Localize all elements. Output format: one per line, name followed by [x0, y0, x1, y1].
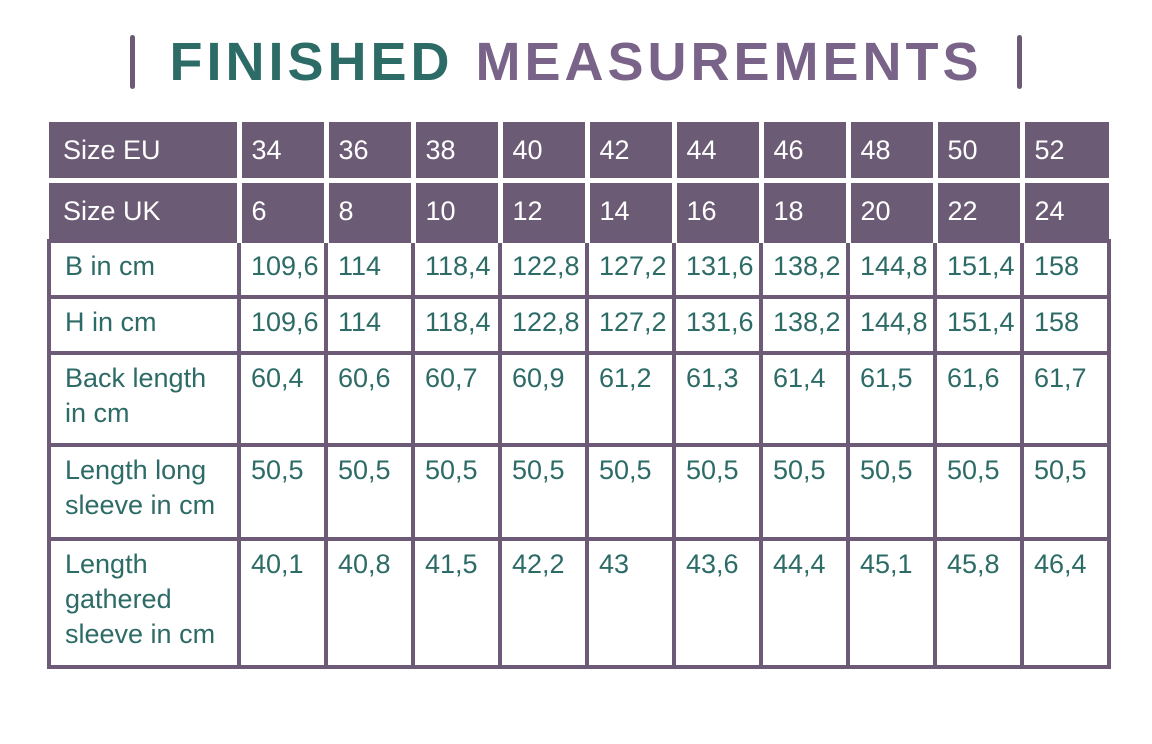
row-label-cell: Length long sleeve in cm — [47, 443, 241, 541]
value-cell: 43 — [585, 537, 676, 669]
header-row: Size UK 6 8 10 12 14 16 18 20 22 24 — [49, 180, 1109, 241]
row-label-cell: H in cm — [47, 295, 241, 355]
value-cell: 127,2 — [585, 239, 676, 299]
header-value-cell: 42 — [587, 122, 677, 183]
title-right-bar-decoration — [1016, 35, 1022, 89]
value-cell: 122,8 — [498, 295, 589, 355]
header-label-cell: Size EU — [49, 122, 242, 183]
value-cell: 50,5 — [1020, 443, 1111, 541]
value-cell: 60,7 — [411, 351, 502, 447]
value-cell: 138,2 — [759, 239, 850, 299]
header-value-cell: 40 — [500, 122, 590, 183]
header-value-cell: 6 — [239, 180, 329, 241]
value-cell: 122,8 — [498, 239, 589, 299]
title-word-measurements: MEASUREMENTS — [475, 32, 983, 92]
header-row: Size EU 34 36 38 40 42 44 46 48 50 52 — [49, 122, 1109, 183]
value-cell: 138,2 — [759, 295, 850, 355]
page-title: FINISHED MEASUREMENTS — [0, 30, 1152, 94]
value-cell: 50,5 — [498, 443, 589, 541]
header-value-cell: 8 — [326, 180, 416, 241]
value-cell: 45,1 — [846, 537, 937, 669]
value-cell: 50,5 — [933, 443, 1024, 541]
value-cell: 109,6 — [237, 239, 328, 299]
value-cell: 40,8 — [324, 537, 415, 669]
header-value-cell: 38 — [413, 122, 503, 183]
table-row: H in cm 109,6 114 118,4 122,8 127,2 131,6 138,2… — [47, 295, 1111, 355]
value-cell: 151,4 — [933, 239, 1024, 299]
value-cell: 40,1 — [237, 537, 328, 669]
value-cell: 114 — [324, 239, 415, 299]
value-cell: 50,5 — [237, 443, 328, 541]
value-cell: 131,6 — [672, 295, 763, 355]
table-row: Back length in cm 60,4 60,6 60,7 60,9 61,2 61,… — [47, 351, 1111, 447]
value-cell: 50,5 — [585, 443, 676, 541]
header-value-cell: 44 — [674, 122, 764, 183]
value-cell: 50,5 — [759, 443, 850, 541]
header-value-cell: 20 — [848, 180, 938, 241]
header-value-cell: 34 — [239, 122, 329, 183]
header-value-cell: 36 — [326, 122, 416, 183]
value-cell: 144,8 — [846, 295, 937, 355]
value-cell: 118,4 — [411, 295, 502, 355]
value-cell: 50,5 — [846, 443, 937, 541]
header-label-cell: Size UK — [49, 180, 242, 241]
title-word-finished: FINISHED — [169, 32, 454, 92]
value-cell: 46,4 — [1020, 537, 1111, 669]
table-row: Length long sleeve in cm 50,5 50,5 50,5 50,5… — [47, 443, 1111, 541]
value-cell: 50,5 — [672, 443, 763, 541]
page-title-text: FINISHED MEASUREMENTS — [169, 35, 982, 89]
title-left-bar-decoration — [130, 35, 136, 89]
value-cell: 61,6 — [933, 351, 1024, 447]
value-cell: 109,6 — [237, 295, 328, 355]
value-cell: 61,7 — [1020, 351, 1111, 447]
value-cell: 60,6 — [324, 351, 415, 447]
value-cell: 61,2 — [585, 351, 676, 447]
value-cell: 41,5 — [411, 537, 502, 669]
table-row: Length gathered sleeve in cm 40,1 40,8 41,5… — [47, 537, 1111, 669]
header-value-cell: 12 — [500, 180, 590, 241]
measurements-table: Size EU 34 36 38 40 42 44 46 48 50 52 Size UK 6 8 10 12… — [47, 122, 1111, 669]
value-cell: 44,4 — [759, 537, 850, 669]
value-cell: 131,6 — [672, 239, 763, 299]
header-value-cell: 52 — [1022, 122, 1109, 183]
value-cell: 60,9 — [498, 351, 589, 447]
value-cell: 43,6 — [672, 537, 763, 669]
row-label-cell: B in cm — [47, 239, 241, 299]
header-value-cell: 16 — [674, 180, 764, 241]
header-value-cell: 46 — [761, 122, 851, 183]
value-cell: 50,5 — [324, 443, 415, 541]
value-cell: 50,5 — [411, 443, 502, 541]
header-value-cell: 18 — [761, 180, 851, 241]
value-cell: 61,3 — [672, 351, 763, 447]
measurement-rows: B in cm 109,6 114 118,4 122,8 127,2 131,6 138,2… — [47, 239, 1111, 669]
value-cell: 61,4 — [759, 351, 850, 447]
value-cell: 61,5 — [846, 351, 937, 447]
header-value-cell: 24 — [1022, 180, 1109, 241]
table-row: B in cm 109,6 114 118,4 122,8 127,2 131,6 138,2… — [47, 239, 1111, 299]
value-cell: 158 — [1020, 295, 1111, 355]
header-value-cell: 14 — [587, 180, 677, 241]
value-cell: 114 — [324, 295, 415, 355]
value-cell: 151,4 — [933, 295, 1024, 355]
size-header: Size EU 34 36 38 40 42 44 46 48 50 52 Size UK 6 8 10 12… — [49, 122, 1109, 241]
value-cell: 118,4 — [411, 239, 502, 299]
header-value-cell: 22 — [935, 180, 1025, 241]
header-value-cell: 48 — [848, 122, 938, 183]
header-value-cell: 10 — [413, 180, 503, 241]
value-cell: 42,2 — [498, 537, 589, 669]
value-cell: 158 — [1020, 239, 1111, 299]
value-cell: 144,8 — [846, 239, 937, 299]
value-cell: 127,2 — [585, 295, 676, 355]
row-label-cell: Back length in cm — [47, 351, 241, 447]
measurements-table-wrapper: Size EU 34 36 38 40 42 44 46 48 50 52 Size UK 6 8 10 12… — [47, 122, 1152, 669]
header-value-cell: 50 — [935, 122, 1025, 183]
value-cell: 60,4 — [237, 351, 328, 447]
value-cell: 45,8 — [933, 537, 1024, 669]
row-label-cell: Length gathered sleeve in cm — [47, 537, 241, 669]
